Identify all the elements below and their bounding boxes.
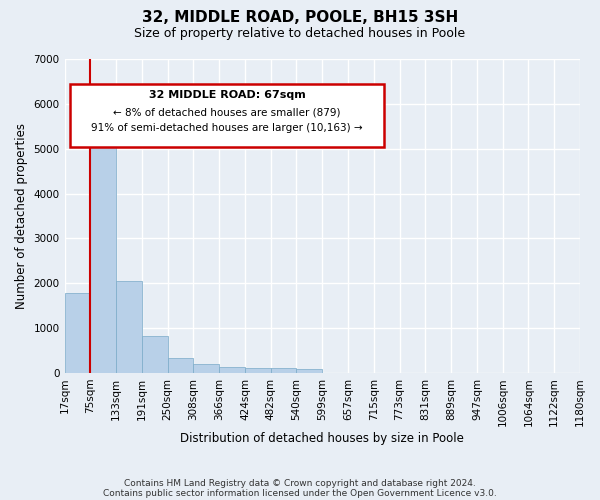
Bar [219,368,245,373]
Text: 32, MIDDLE ROAD, POOLE, BH15 3SH: 32, MIDDLE ROAD, POOLE, BH15 3SH [142,10,458,25]
Bar [65,293,91,373]
Text: Contains public sector information licensed under the Open Government Licence v3: Contains public sector information licen… [103,488,497,498]
Text: 32 MIDDLE ROAD: 67sqm: 32 MIDDLE ROAD: 67sqm [149,90,305,101]
Bar [296,369,322,373]
Text: Size of property relative to detached houses in Poole: Size of property relative to detached ho… [134,28,466,40]
Bar [193,364,219,373]
Bar [245,368,271,373]
Text: 91% of semi-detached houses are larger (10,163) →: 91% of semi-detached houses are larger (… [91,124,363,134]
Bar [271,368,296,373]
Bar [167,358,193,373]
Y-axis label: Number of detached properties: Number of detached properties [15,123,28,309]
X-axis label: Distribution of detached houses by size in Poole: Distribution of detached houses by size … [181,432,464,445]
Text: Contains HM Land Registry data © Crown copyright and database right 2024.: Contains HM Land Registry data © Crown c… [124,478,476,488]
Text: ← 8% of detached houses are smaller (879): ← 8% of detached houses are smaller (879… [113,108,341,118]
Bar [116,281,142,373]
Bar [91,114,116,373]
Bar [142,336,167,373]
FancyBboxPatch shape [70,84,384,147]
